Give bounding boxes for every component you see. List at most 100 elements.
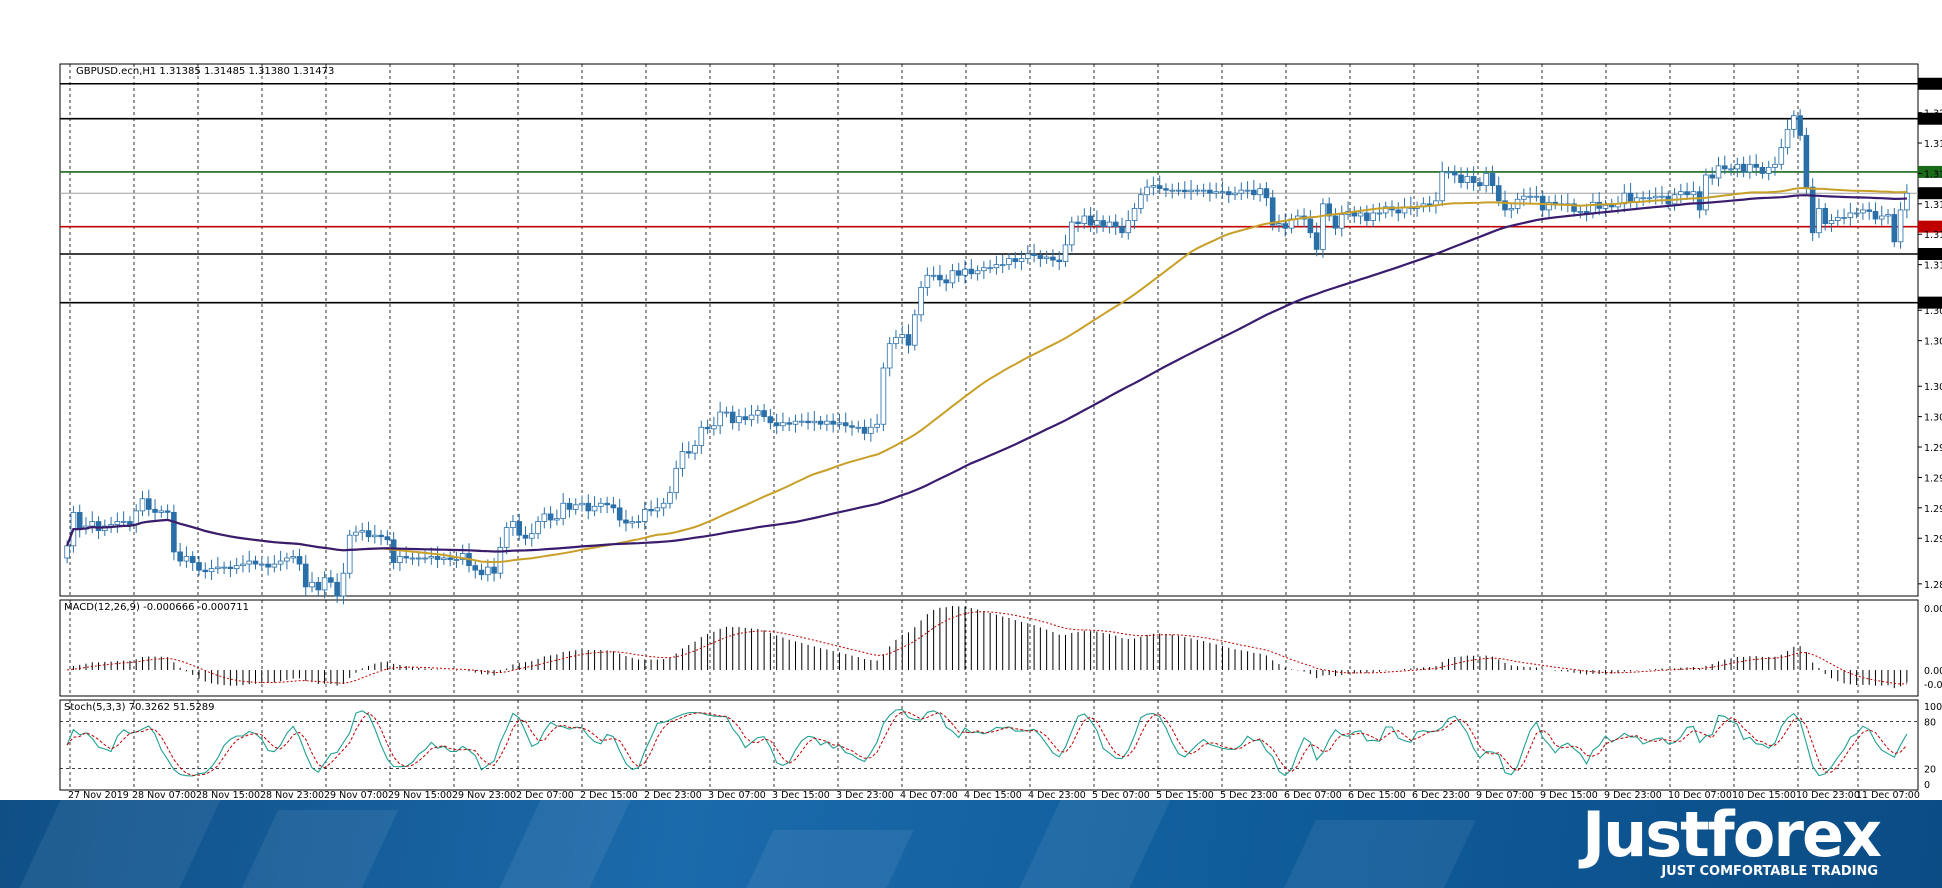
candle (805, 420, 811, 424)
candle (1652, 195, 1659, 199)
candle (598, 502, 604, 507)
candle (1232, 192, 1238, 196)
macd-pane (59, 599, 1919, 697)
price-level-tag (1918, 187, 1942, 200)
candle (1106, 221, 1113, 228)
candle (685, 451, 692, 454)
candle (711, 425, 717, 430)
candle (1269, 197, 1276, 226)
x-tick-label: 29 Nov 07:00 (324, 790, 388, 800)
candle (1188, 189, 1194, 193)
candle (202, 569, 209, 573)
candle (1721, 165, 1728, 170)
candle (1194, 189, 1201, 192)
candle (95, 521, 102, 532)
candle (673, 467, 679, 494)
price-level-tag (1918, 112, 1942, 125)
candle (836, 422, 843, 425)
candle (937, 274, 943, 281)
candle (729, 411, 736, 424)
candle (1740, 163, 1747, 173)
x-tick-label: 29 Nov 15:00 (388, 790, 452, 800)
brand-banner: Justforex JUST COMFORTABLE TRADING (0, 800, 1942, 888)
candle (1891, 214, 1898, 243)
candle (158, 510, 165, 513)
candle (755, 410, 761, 416)
x-tick-label: 2 Dec 07:00 (516, 790, 574, 800)
x-tick-label: 4 Dec 15:00 (964, 790, 1022, 800)
price-level-tag (1918, 77, 1942, 90)
candle (328, 577, 334, 583)
candle (541, 513, 548, 522)
candle (572, 504, 579, 510)
candle (1464, 176, 1471, 183)
candle (252, 560, 259, 565)
candle (1765, 166, 1772, 174)
candle (528, 533, 535, 539)
candle (240, 563, 246, 567)
candle (1056, 259, 1063, 262)
candle (171, 512, 177, 553)
candle (258, 563, 265, 566)
candle (1841, 217, 1847, 219)
candle (1018, 258, 1025, 262)
x-tick-label: 6 Dec 23:00 (1412, 790, 1470, 800)
x-tick-label: 28 Nov 23:00 (260, 790, 324, 800)
candle (233, 565, 240, 570)
y-tick-label: 1.310 (1924, 261, 1942, 272)
candle (911, 314, 918, 346)
y-tick-label: 1.296 (1924, 473, 1942, 484)
candle (698, 426, 705, 446)
x-tick-label: 10 Dec 23:00 (1796, 790, 1860, 800)
candle (164, 510, 171, 513)
x-tick-label: 27 Nov 2019 (68, 790, 129, 800)
candle (830, 420, 836, 425)
candle (1238, 189, 1245, 194)
candle (798, 420, 805, 423)
candle (1489, 173, 1496, 187)
candle (924, 274, 931, 288)
candle (635, 521, 642, 523)
x-tick-label: 9 Dec 23:00 (1604, 790, 1662, 800)
trading-chart: 27 Nov 2019 28 Nov 07:00 28 Nov 15:00 28 No… (59, 63, 1942, 800)
price-level-tag (1918, 220, 1942, 233)
stoch-title: Stoch(5,3,3) 70.3262 51.5289 (64, 702, 215, 713)
candle (1112, 221, 1119, 228)
candle (1715, 165, 1722, 179)
candle (277, 560, 284, 565)
candle (1791, 115, 1797, 130)
y-tick-label: 1.289 (1924, 580, 1942, 591)
macd-signal-line (67, 611, 1907, 685)
candle (1257, 188, 1263, 196)
candle (1012, 258, 1019, 262)
candle (918, 287, 924, 316)
candle (1439, 171, 1446, 202)
candle (89, 521, 96, 527)
candle (503, 527, 510, 548)
candle (1376, 212, 1383, 215)
y-tick-label: 1.316 (1924, 169, 1942, 180)
candle (296, 556, 303, 565)
candle (1822, 207, 1829, 224)
candle (654, 507, 661, 512)
candle (1251, 189, 1257, 196)
price-pane (59, 63, 1919, 597)
x-tick-label: 3 Dec 15:00 (772, 790, 830, 800)
candle (1313, 232, 1320, 250)
candle (1370, 212, 1376, 221)
candle (842, 422, 849, 427)
macd-y-tick-label: 0.003 (1924, 604, 1942, 615)
candle (1445, 171, 1452, 174)
candle (1546, 201, 1552, 211)
x-tick-label: 2 Dec 15:00 (580, 790, 638, 800)
brand-logo: Justforex (1582, 800, 1882, 871)
candle (522, 534, 529, 539)
candle (792, 420, 799, 425)
candle (422, 557, 428, 560)
candle (1602, 204, 1609, 209)
candle (1100, 220, 1106, 228)
candle (1219, 191, 1226, 194)
candle (1150, 185, 1157, 188)
candle (1521, 195, 1527, 200)
candle (491, 566, 497, 574)
